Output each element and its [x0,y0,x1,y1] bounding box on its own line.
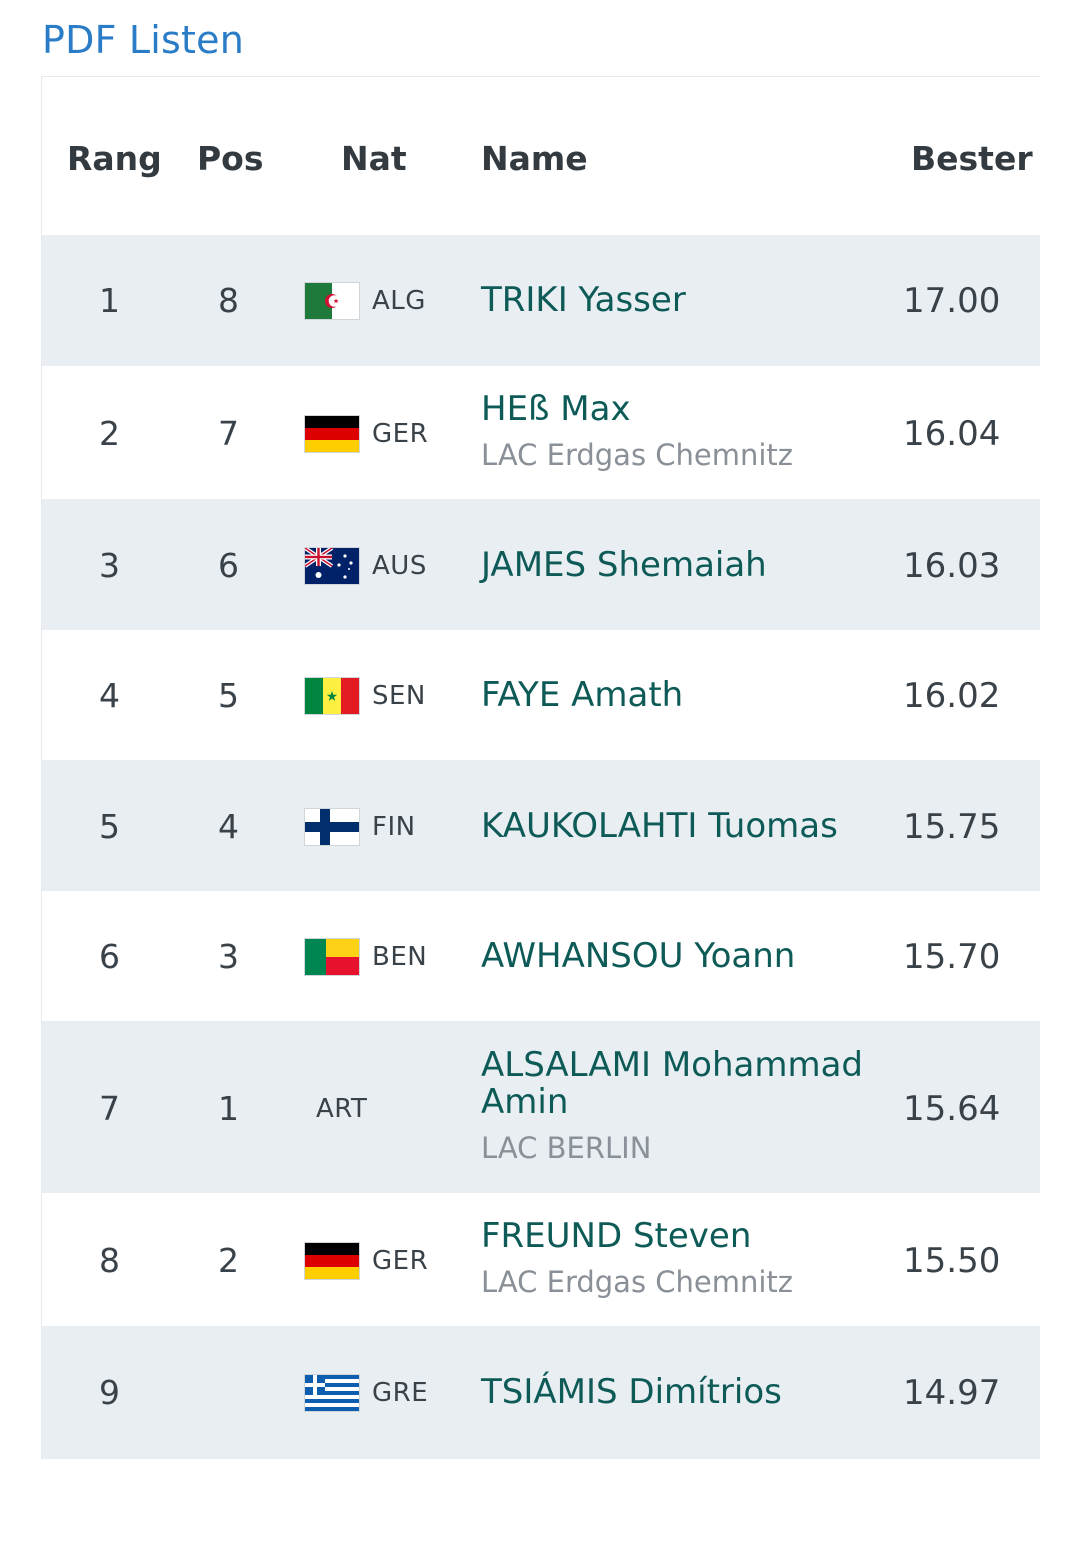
club-name: LAC BERLIN [481,1131,652,1165]
athlete-name-link[interactable]: HEß Max [481,389,631,429]
best-mark: 17.00 [903,281,1001,321]
rank: 2 [99,414,120,453]
rank: 7 [99,1089,120,1128]
table-row: 2 7 GER HEß Max LAC Erdgas Chemnitz 16.0… [42,366,1040,499]
athlete-name-link[interactable]: TSIÁMIS Dimítrios [481,1372,782,1412]
club-name: LAC Erdgas Chemnitz [481,438,794,472]
nationality-code: GER [372,1246,429,1276]
nationality-code: GRE [372,1378,429,1408]
results-table: Rang Pos Nat Name Bester V 1 8 ALG TRIKI… [41,76,1040,1459]
australia-flag-icon [305,548,359,584]
best-mark: 14.97 [903,1373,1001,1413]
germany-flag-icon [305,1243,359,1279]
senegal-flag-icon [305,678,359,714]
algeria-flag-icon [305,283,359,319]
position: 5 [218,676,239,715]
athlete-name-link[interactable]: FREUND Steven [481,1216,752,1256]
best-mark: 16.03 [903,546,1001,586]
best-mark: 15.70 [903,937,1001,977]
best-mark: 15.75 [903,807,1001,847]
header-nat[interactable]: Nat [341,139,407,178]
nationality-code: BEN [372,942,428,972]
position: 2 [218,1241,239,1280]
table-row: 1 8 ALG TRIKI Yasser 17.00 [42,235,1040,366]
best-mark: 16.02 [903,676,1001,716]
rank: 3 [99,546,120,585]
table-header-row: Rang Pos Nat Name Bester V [42,77,1040,235]
position: 6 [218,546,239,585]
header-name[interactable]: Name [481,139,588,178]
table-row: 6 3 BEN AWHANSOU Yoann 15.70 [42,891,1040,1021]
nationality-code: GER [372,419,429,449]
rank: 5 [99,807,120,846]
athlete-name-link[interactable]: ALSALAMI Mohammad [481,1045,864,1085]
nationality-code: SEN [372,681,426,711]
athlete-name-link[interactable]: FAYE Amath [481,675,684,715]
position: 1 [218,1089,239,1128]
best-mark: 16.04 [903,414,1001,454]
athlete-name-link-continued[interactable]: Amin [481,1082,569,1122]
club-name: LAC Erdgas Chemnitz [481,1265,794,1299]
greece-flag-icon [305,1375,359,1411]
table-row: 9 GRE TSIÁMIS Dimítrios 14.97 [42,1326,1040,1459]
rank: 8 [99,1241,120,1280]
table-row: 7 1 ART ALSALAMI Mohammad Amin LAC BERLI… [42,1021,1040,1193]
benin-flag-icon [305,939,359,975]
position: 4 [218,807,239,846]
pdf-lists-link[interactable]: PDF Listen [42,18,245,62]
rank: 4 [99,676,120,715]
germany-flag-icon [305,416,359,452]
rank: 9 [99,1373,120,1412]
table-row: 3 6 AUS JAMES Shemaiah 16 [42,499,1040,630]
athlete-name-link[interactable]: AWHANSOU Yoann [481,936,796,976]
table-row: 4 5 SEN FAYE Amath 16.02 [42,630,1040,760]
best-mark: 15.50 [903,1241,1001,1281]
rank: 1 [99,281,120,320]
finland-flag-icon [305,809,359,845]
athlete-name-link[interactable]: TRIKI Yasser [481,280,686,320]
position: 3 [218,937,239,976]
table-row: 5 4 FIN KAUKOLAHTI Tuomas 15.75 [42,760,1040,891]
best-mark: 15.64 [903,1089,1001,1129]
nationality-code: ALG [372,286,426,316]
header-pos[interactable]: Pos [197,139,264,178]
rank: 6 [99,937,120,976]
athlete-name-link[interactable]: KAUKOLAHTI Tuomas [481,806,838,846]
athlete-name-link[interactable]: JAMES Shemaiah [481,545,767,585]
nationality-code: AUS [372,551,427,581]
header-rang[interactable]: Rang [67,139,162,178]
nationality-code: ART [316,1094,368,1124]
header-best-mark[interactable]: Bester V [911,139,1040,178]
table-row: 8 2 GER FREUND Steven LAC Erdgas Chemnit… [42,1193,1040,1326]
nationality-code: FIN [372,812,416,842]
position: 7 [218,414,239,453]
position: 8 [218,281,239,320]
